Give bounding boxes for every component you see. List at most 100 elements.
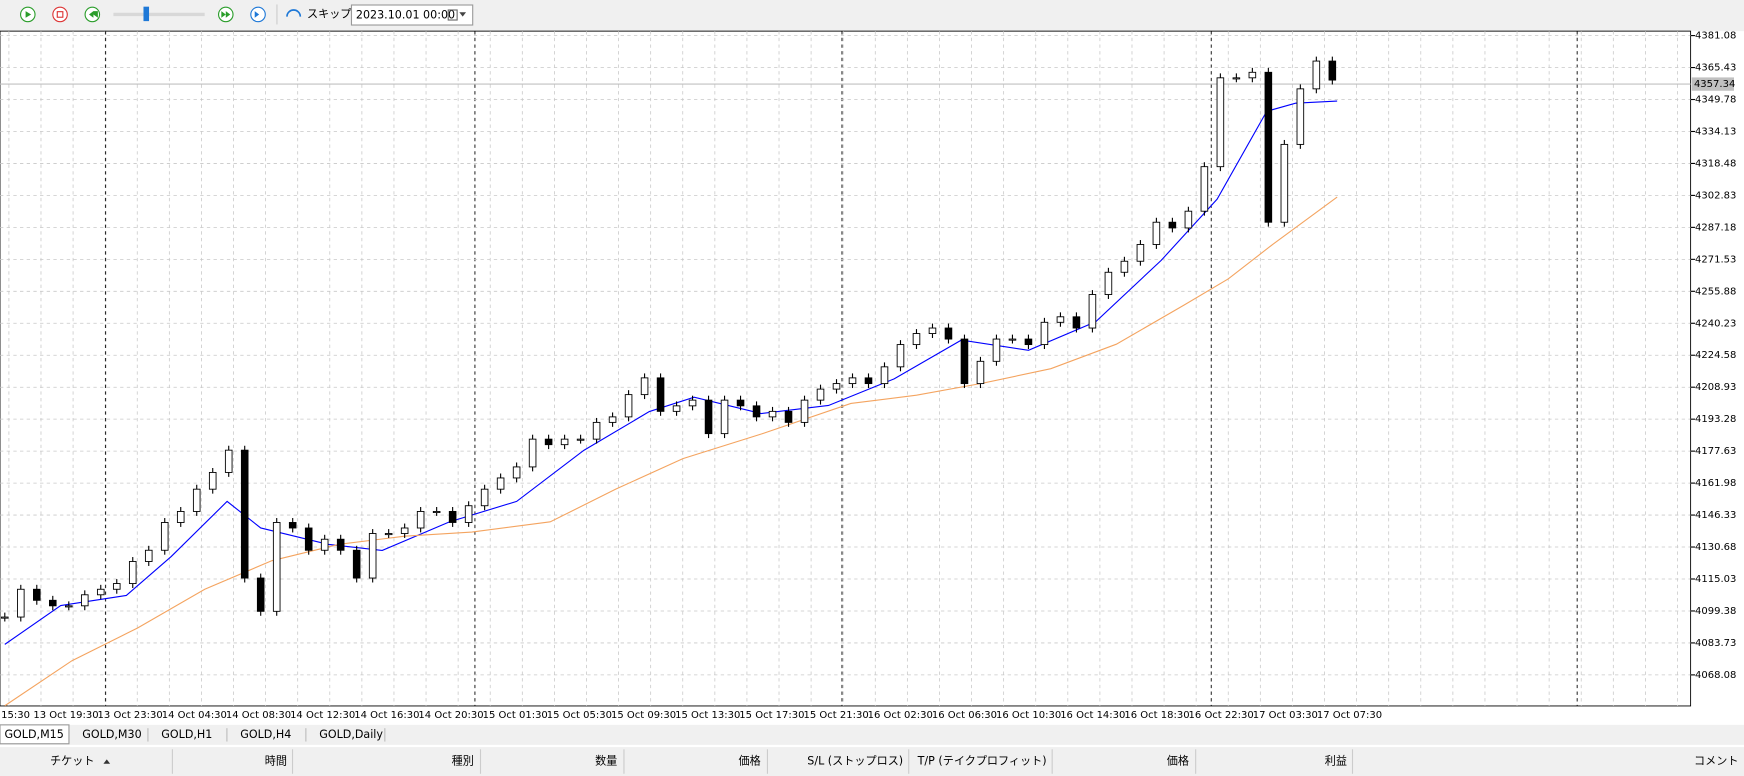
candle-body <box>560 438 569 446</box>
y-tick-label: 4349.78 <box>1695 95 1736 106</box>
y-tick-label: 4161.98 <box>1695 478 1736 489</box>
tab-label[interactable]: GOLD,M15 <box>4 728 63 741</box>
y-tick-label: 4193.28 <box>1695 414 1736 425</box>
moving-average <box>4 196 1338 707</box>
column-header[interactable]: T/P (テイクプロフィット) <box>917 755 1047 768</box>
candle-body <box>64 605 73 608</box>
candle-body <box>608 416 617 423</box>
candle-body <box>1152 221 1161 245</box>
date-value: 2023.10.01 00:00 <box>356 9 455 22</box>
candle-body <box>576 438 585 441</box>
column-header[interactable]: コメント <box>1694 755 1738 768</box>
candle-body <box>80 594 89 607</box>
tab-label[interactable]: GOLD,H4 <box>240 728 291 741</box>
candle-body <box>432 511 441 514</box>
candle-body <box>368 533 377 579</box>
candle-body <box>256 577 265 612</box>
candle-body <box>768 410 777 418</box>
sort-arrow <box>103 759 111 764</box>
x-tick-label: 13 Oct 23:30 <box>98 710 163 721</box>
moving-average <box>4 100 1338 645</box>
candle-body <box>672 405 681 412</box>
candle-body <box>1024 338 1033 346</box>
candle-body <box>1200 166 1209 212</box>
candle-body <box>272 522 281 612</box>
candle-body <box>944 327 953 340</box>
y-tick-label: 4365.43 <box>1695 63 1736 74</box>
x-tick-label: 17 Oct 03:30 <box>1253 710 1318 721</box>
column-header[interactable]: 価格 <box>1167 754 1189 768</box>
candle-body <box>640 377 649 396</box>
candle-body <box>240 449 249 579</box>
candle-body <box>1088 294 1097 329</box>
y-tick-label: 4208.93 <box>1695 382 1736 393</box>
tab-label[interactable]: GOLD,H1 <box>161 728 212 741</box>
candle-body <box>848 377 857 385</box>
y-tick-label: 4318.48 <box>1695 158 1736 169</box>
column-header[interactable]: S/L (ストップロス) <box>807 755 903 768</box>
candle-body <box>512 466 521 479</box>
candle-body <box>912 333 921 346</box>
y-tick-label: 4334.13 <box>1695 126 1736 137</box>
x-tick-label: 15 Oct 05:30 <box>547 710 612 721</box>
stop-button[interactable] <box>52 6 68 23</box>
candle-body <box>480 488 489 507</box>
grid: 4381.08 4365.43 4349.78 4334.13 4318.48 4302.… <box>0 31 1736 721</box>
column-header[interactable]: 価格 <box>739 754 761 768</box>
candle-body <box>1312 60 1321 90</box>
x-tick-label: 17 Oct 07:30 <box>1317 710 1382 721</box>
candle-body <box>656 377 665 412</box>
candle-body <box>592 421 601 440</box>
skip-label[interactable]: スキップ <box>307 7 351 20</box>
calendar-icon <box>447 9 458 21</box>
price-chart: 4357.34 <box>0 56 1735 707</box>
candle-body <box>1040 321 1049 346</box>
candle-body <box>336 538 345 551</box>
candle-body <box>832 383 841 390</box>
candle-body <box>1008 338 1017 341</box>
x-tick-label: 16 Oct 06:30 <box>932 710 997 721</box>
speed-track <box>113 12 205 17</box>
column-header[interactable]: 数量 <box>595 755 617 768</box>
y-tick-label: 4302.83 <box>1695 190 1736 201</box>
column-header[interactable]: 利益 <box>1325 754 1347 768</box>
x-tick-label: 16 Oct 10:30 <box>996 710 1061 721</box>
column-header[interactable]: 種別 <box>452 754 474 768</box>
candle-body <box>752 405 761 418</box>
candle-body <box>416 511 425 529</box>
candle-body <box>17 588 25 618</box>
candle-body <box>448 511 457 523</box>
candle-body <box>1104 271 1113 295</box>
y-tick-label: 4255.88 <box>1695 286 1736 297</box>
tab-label[interactable]: GOLD,M30 <box>82 728 141 741</box>
candle-body <box>1 616 9 619</box>
x-tick-label: 16 Oct 22:30 <box>1189 710 1254 721</box>
y-tick-label: 4099.38 <box>1695 606 1736 617</box>
y-tick-label: 4146.33 <box>1695 510 1736 521</box>
candle-body <box>784 410 793 423</box>
candle-body <box>1056 316 1065 323</box>
x-tick-label: 14 Oct 16:30 <box>354 710 419 721</box>
candle-body <box>816 388 825 401</box>
x-tick-label: 15:30 <box>1 710 30 721</box>
candle-body <box>49 599 57 607</box>
date-box[interactable] <box>350 4 474 26</box>
candle-body <box>144 549 153 562</box>
candle-body <box>1168 221 1177 229</box>
candle-body <box>1328 60 1337 81</box>
speed-slider[interactable] <box>143 6 150 22</box>
candle-body <box>33 588 41 601</box>
y-tick-label: 4271.53 <box>1695 254 1736 265</box>
column-header[interactable]: 時間 <box>265 755 287 768</box>
candle-body <box>1120 260 1129 273</box>
candle-body <box>192 488 201 512</box>
y-tick-label: 4224.58 <box>1695 350 1736 361</box>
tab-label[interactable]: GOLD,Daily <box>319 728 383 741</box>
skip-icon <box>286 9 302 17</box>
toolbar-buttons: スキップ 2023.10.01 00:00 <box>20 4 474 26</box>
candle-body <box>928 327 937 334</box>
candle-body <box>224 449 233 473</box>
column-header[interactable]: チケット <box>50 755 94 768</box>
